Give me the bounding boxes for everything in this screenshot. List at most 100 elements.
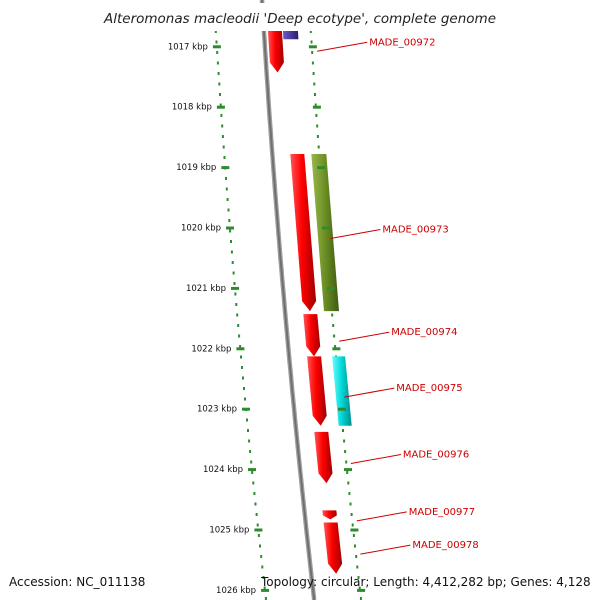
gene-label[interactable]: MADE_00977 <box>409 507 475 518</box>
gene-callout-line <box>330 229 381 239</box>
inner-ring-dot <box>259 544 261 548</box>
outer-ring-dot <box>316 135 319 138</box>
inner-ring-dot <box>221 124 224 128</box>
inner-ring-dot <box>238 334 241 338</box>
inner-ring-dot <box>231 261 234 264</box>
outer-ring-dot <box>310 40 313 44</box>
outer-ring-dot <box>359 597 362 600</box>
inner-ring-dot <box>236 313 239 317</box>
inner-ring-dot <box>232 271 235 275</box>
scale-tick-label: 1019 kbp <box>176 163 216 173</box>
outer-ring-dot <box>314 103 317 107</box>
gene-label[interactable]: MADE_00972 <box>369 37 435 48</box>
inner-ring-dot <box>263 586 266 590</box>
inner-ring-dot <box>239 345 242 348</box>
outer-ring-dot <box>309 30 312 33</box>
inner-ring-dot <box>222 145 225 149</box>
scale-tick-label: 1026 kbp <box>216 586 256 596</box>
inner-ring-dot <box>252 481 255 485</box>
scale-tick-label: 1018 kbp <box>172 103 212 113</box>
scale-tick-outer <box>350 528 359 532</box>
gene-arrow <box>323 522 343 574</box>
scale-ring-dots <box>214 30 362 600</box>
inner-ring-dot <box>240 355 242 359</box>
gene-callout-line <box>350 454 401 464</box>
scale-tick-inner <box>221 166 230 170</box>
scale-tick-outer <box>344 468 352 472</box>
inner-ring-dot <box>234 292 237 296</box>
outer-ring-dot <box>333 334 336 338</box>
outer-ring-dot <box>315 114 318 117</box>
scale-tick-inner <box>242 407 250 411</box>
inner-ring-dot <box>219 93 221 96</box>
outer-ring-dot <box>313 82 316 86</box>
outer-ring-dot <box>331 313 334 317</box>
gene-callout-line <box>356 511 407 522</box>
scale-ticks: 1017 kbp 1018 kbp 1019 kbp 1020 kbp 1021 kbp… <box>168 42 366 596</box>
inner-ring-dot <box>220 114 223 117</box>
gene-label[interactable]: MADE_00976 <box>403 450 469 461</box>
outer-ring-dot <box>314 93 316 96</box>
scale-tick-outer <box>322 226 330 230</box>
inner-ring-dot <box>223 156 226 159</box>
topology-text: Topology: circular; Length: 4,412,282 bp… <box>261 575 591 589</box>
inner-ring-dot <box>225 177 227 180</box>
inner-ring-dot <box>255 513 258 516</box>
inner-ring-dot <box>219 103 222 107</box>
scale-tick-inner <box>254 528 263 532</box>
inner-ring-dot <box>216 61 219 65</box>
inner-ring-dot <box>264 597 267 600</box>
inner-ring-dot <box>250 460 253 464</box>
inner-ring-dot <box>217 72 220 75</box>
outer-ring-dot <box>311 51 314 54</box>
scale-tick-inner <box>216 105 225 109</box>
outer-ring-dot <box>312 72 315 75</box>
inner-ring-dot <box>257 534 260 537</box>
scale-tick-outer <box>357 588 366 592</box>
gene-callout-line <box>317 41 368 52</box>
inner-ring-dot <box>228 219 231 222</box>
gene-label[interactable]: MADE_00973 <box>382 225 448 236</box>
scale-tick-outer <box>338 407 346 411</box>
outer-ring-dot <box>344 450 347 453</box>
inner-ring-dot <box>260 555 263 558</box>
gene-label[interactable]: MADE_00974 <box>391 327 457 338</box>
gene-track <box>267 30 343 574</box>
outer-ring-dot <box>356 565 359 569</box>
outer-ring-dot <box>352 534 355 537</box>
gene-arrow <box>303 314 321 357</box>
outer-ring-dot <box>348 492 351 495</box>
outer-ring-dot <box>343 439 346 443</box>
inner-ring-dot <box>247 429 249 432</box>
backbone-core <box>261 0 316 600</box>
inner-ring-dot <box>216 51 219 54</box>
inner-ring-dot <box>246 418 248 422</box>
gene-label[interactable]: MADE_00975 <box>396 383 462 394</box>
accession-text: Accession: NC_011138 <box>9 575 146 589</box>
outer-ring-dot <box>358 586 361 590</box>
gene-callout-line <box>360 544 411 555</box>
inner-ring-dot <box>235 303 238 306</box>
gene-label[interactable]: MADE_00978 <box>412 540 478 551</box>
inner-ring-dot <box>237 324 240 327</box>
inner-ring-dot <box>230 250 233 254</box>
scale-tick-label: 1023 kbp <box>197 405 237 415</box>
outer-ring-dot <box>354 544 356 548</box>
inner-ring-dot <box>249 450 252 453</box>
feature-track <box>282 30 352 426</box>
inner-ring-dot <box>233 282 236 285</box>
scale-tick-inner <box>236 347 245 351</box>
scale-tick-label: 1022 kbp <box>191 344 231 354</box>
outer-ring-dot <box>351 523 354 527</box>
outer-ring-dot <box>350 513 353 516</box>
scale-tick-inner <box>212 45 221 49</box>
inner-ring-dot <box>254 502 257 506</box>
inner-ring-dot <box>251 471 254 474</box>
outer-ring-dot <box>349 502 352 506</box>
inner-ring-dot <box>214 30 217 33</box>
gene-callout-line <box>344 387 395 398</box>
inner-ring-dot <box>229 229 232 233</box>
inner-ring-dot <box>230 240 232 243</box>
outer-ring-dot <box>332 324 335 327</box>
